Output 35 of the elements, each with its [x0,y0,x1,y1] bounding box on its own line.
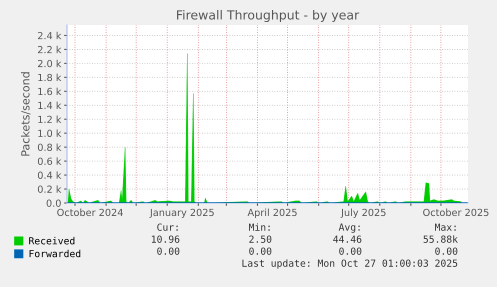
x-tick-label: July 2025 [340,208,386,218]
y-tick-label: 1.0 k [38,130,62,138]
y-tick-label: 1.6 k [38,88,62,96]
x-tick-label: April 2025 [248,208,297,218]
y-tick-label: 2.2 k [38,46,62,54]
text: 0.00 [157,247,180,255]
x-tick-label: October 2025 [423,208,488,216]
text: 2.50 [249,235,272,243]
text: Avg: [338,224,360,233]
y-tick-label: 0.4 k [38,171,62,179]
y-tick-label: 0.8 k [38,143,62,151]
y-tick-label: 0.6 k [38,157,62,165]
text: 0.00 [339,247,362,255]
text: 44.46 [333,235,362,243]
y-tick-label: 1.2 k [38,116,62,123]
y-tick-label: 0.2 k [38,185,62,193]
text: Min: [248,223,270,231]
y-tick-label: 2.4 k [38,32,62,40]
legend-label: Forwarded [30,250,80,258]
y-tick-label: 2.0 k [38,60,62,68]
text: 0.00 [249,247,272,255]
y-axis-title: Packets/second [20,72,30,156]
text: Cur: [157,223,178,231]
text: 0.00 [435,247,458,255]
text: Max: [434,224,456,231]
y-tick-label: 1.4 k [38,102,62,109]
x-tick-label: October 2024 [57,208,123,216]
text: Last update: Mon Oct 27 01:00:03 2025 [242,259,458,269]
chart-title: Firewall Throughput - by year [177,10,360,22]
y-tick-label: 1.8 k [38,74,62,82]
y-tick-label: 0.0 [46,199,61,207]
legend-label: Received [29,236,74,244]
text: 10.96 [152,235,180,243]
text: 55.88k [424,235,458,243]
x-tick-label: January 2025 [149,208,214,218]
